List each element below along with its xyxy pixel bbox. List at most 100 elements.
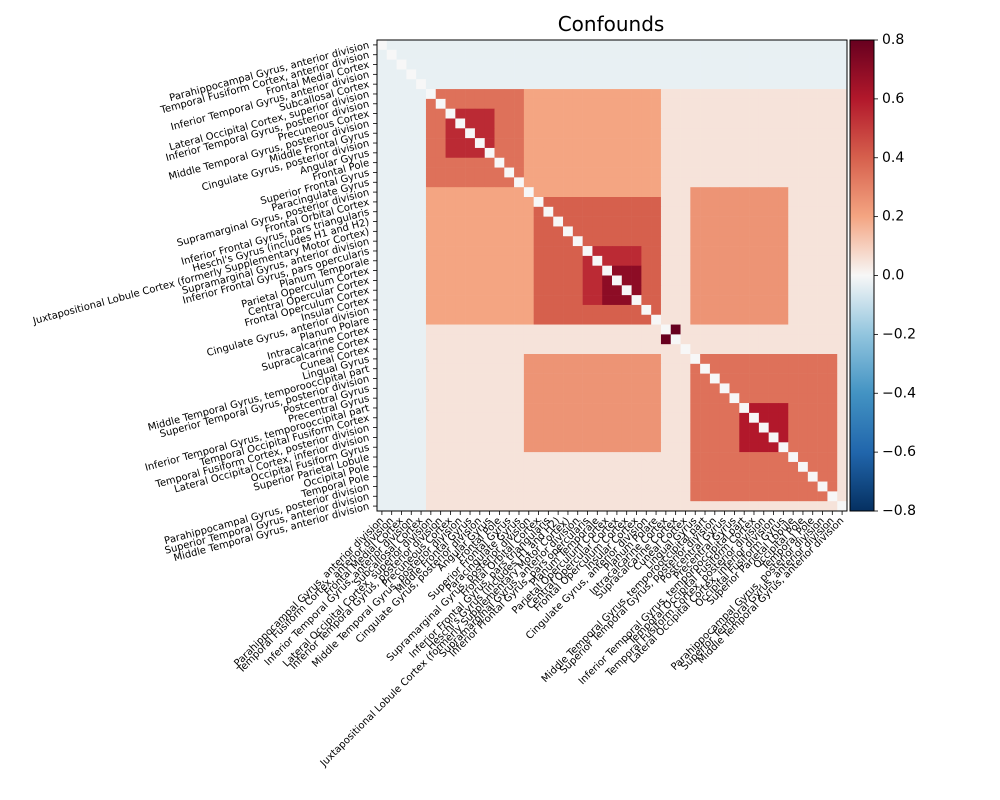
heatmap-cell (494, 118, 505, 129)
heatmap-cell (827, 314, 838, 325)
heatmap-cell (592, 422, 603, 433)
heatmap-cell (425, 59, 437, 70)
heatmap-cell (641, 344, 652, 355)
heatmap-cell (386, 442, 397, 453)
heatmap-cell (543, 452, 554, 463)
heatmap-cell (660, 363, 672, 374)
heatmap-cell (416, 89, 427, 100)
heatmap-cell (582, 481, 593, 492)
heatmap-cell (612, 157, 623, 168)
heatmap-cell (612, 246, 623, 257)
heatmap-cell (553, 40, 564, 51)
heatmap-cell (425, 216, 437, 227)
heatmap-cell (690, 354, 701, 365)
heatmap-cell (396, 363, 407, 374)
heatmap-cell (631, 452, 642, 463)
heatmap-cell (719, 354, 730, 365)
heatmap-cell (445, 246, 456, 257)
heatmap-cell (837, 177, 848, 188)
heatmap-cell (514, 216, 525, 227)
heatmap-cell (474, 393, 486, 404)
heatmap-cell (406, 59, 417, 70)
heatmap-cell (660, 393, 672, 404)
heatmap-cell (572, 265, 583, 276)
heatmap-cell (474, 49, 486, 60)
heatmap-cell (484, 226, 495, 237)
heatmap-cell (455, 452, 466, 463)
heatmap-cell (817, 481, 828, 492)
heatmap-cell (660, 197, 672, 208)
heatmap-cell (543, 138, 554, 149)
heatmap-cell (798, 206, 809, 217)
heatmap-cell (474, 177, 486, 188)
heatmap-cell (523, 452, 534, 463)
heatmap-cell (690, 471, 701, 482)
heatmap-cell (768, 481, 779, 492)
heatmap-cell (729, 324, 740, 335)
heatmap-cell (768, 422, 779, 433)
heatmap-cell (837, 255, 848, 266)
heatmap-cell (612, 138, 623, 149)
heatmap-cell (719, 314, 730, 325)
heatmap-cell (553, 79, 564, 90)
heatmap-cell (768, 108, 779, 119)
heatmap-cell (621, 393, 632, 404)
heatmap-cell (445, 432, 456, 443)
heatmap-cell (837, 265, 848, 276)
heatmap-cell (523, 412, 534, 423)
heatmap-cell (749, 147, 760, 159)
heatmap-cell (504, 197, 515, 208)
heatmap-cell (582, 118, 593, 129)
heatmap-cell (396, 491, 407, 502)
heatmap-cell (660, 295, 672, 306)
heatmap-cell (523, 363, 534, 374)
heatmap-cell (641, 334, 652, 345)
heatmap-cell (445, 314, 456, 325)
heatmap-cell (709, 344, 721, 355)
heatmap-cell (523, 304, 534, 316)
heatmap-cell (631, 422, 642, 433)
heatmap-cell (612, 79, 623, 90)
heatmap-cell (651, 197, 662, 208)
heatmap-cell (465, 197, 476, 208)
heatmap-cell (377, 383, 388, 394)
heatmap-cell (494, 334, 505, 345)
heatmap-cell (592, 255, 603, 266)
heatmap-cell (435, 138, 446, 149)
heatmap-cell (425, 403, 437, 414)
heatmap-cell (739, 40, 750, 51)
heatmap-cell (533, 373, 544, 384)
heatmap-cell (837, 383, 848, 394)
heatmap-cell (690, 501, 701, 512)
heatmap-cell (798, 138, 809, 149)
heatmap-cell (749, 491, 760, 502)
heatmap-cell (670, 98, 681, 109)
heatmap-cell (592, 383, 603, 394)
heatmap-cell (572, 216, 583, 227)
heatmap-cell (621, 226, 632, 237)
heatmap-cell (807, 285, 818, 296)
heatmap-cell (641, 89, 652, 100)
heatmap-cell (680, 265, 691, 276)
heatmap-cell (533, 49, 544, 60)
heatmap-cell (827, 481, 838, 492)
heatmap-cell (700, 344, 711, 355)
heatmap-cell (396, 187, 407, 198)
heatmap-cell (543, 491, 554, 502)
heatmap-cell (553, 363, 564, 374)
heatmap-cell (641, 79, 652, 90)
heatmap-cell (837, 197, 848, 208)
heatmap-cell (435, 167, 446, 178)
heatmap-cell (553, 226, 564, 237)
heatmap-cell (435, 481, 446, 492)
heatmap-cell (386, 324, 397, 335)
heatmap-cell (651, 177, 662, 188)
heatmap-cell (494, 226, 505, 237)
heatmap-cell (621, 363, 632, 374)
heatmap-cell (445, 373, 456, 384)
heatmap-cell (641, 383, 652, 394)
heatmap-cell (680, 461, 691, 473)
heatmap-cell (651, 354, 662, 365)
heatmap-cell (523, 334, 534, 345)
heatmap-cell (631, 461, 642, 473)
